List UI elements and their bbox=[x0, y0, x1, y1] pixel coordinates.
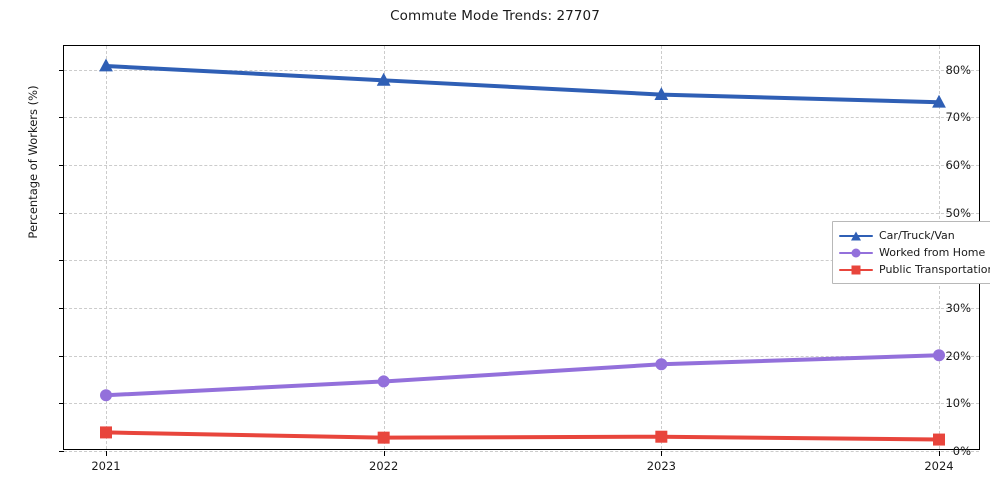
y-tick-mark bbox=[59, 451, 64, 452]
x-tick-mark bbox=[939, 451, 940, 456]
chart-legend[interactable]: Car/Truck/Van Worked from Home Public Tran… bbox=[832, 221, 990, 284]
data-point-marker bbox=[933, 349, 945, 362]
y-tick-mark bbox=[59, 165, 64, 167]
y-tick-mark bbox=[59, 260, 64, 262]
y-tick-label: 50% bbox=[945, 205, 971, 220]
legend-label: Worked from Home bbox=[879, 246, 986, 259]
y-tick-mark bbox=[59, 117, 64, 119]
data-point-marker bbox=[100, 426, 112, 439]
legend-swatch bbox=[839, 229, 873, 243]
y-axis-label: Percentage of Workers (%) bbox=[26, 85, 40, 239]
y-tick-mark bbox=[59, 69, 64, 71]
series-line bbox=[104, 430, 941, 442]
data-point-marker bbox=[933, 433, 945, 446]
gridline-vertical bbox=[106, 46, 107, 449]
y-tick-label: 60% bbox=[945, 158, 971, 173]
y-tick-label: 80% bbox=[945, 62, 971, 77]
legend-marker-triangle-icon bbox=[851, 231, 861, 240]
data-point-marker bbox=[100, 389, 112, 402]
legend-marker-circle-icon bbox=[851, 248, 861, 257]
legend-swatch bbox=[839, 263, 873, 277]
legend-item-public-transportation[interactable]: Public Transportation bbox=[839, 261, 990, 278]
y-tick-mark bbox=[59, 403, 64, 405]
y-tick-mark bbox=[59, 355, 64, 357]
data-point-marker bbox=[655, 430, 668, 443]
y-tick-label: 20% bbox=[945, 348, 971, 363]
y-tick-label: 70% bbox=[945, 110, 971, 125]
y-tick-label: 0% bbox=[952, 444, 971, 458]
data-point-marker bbox=[376, 72, 391, 86]
gridline-horizontal bbox=[64, 117, 979, 119]
gridline-vertical bbox=[661, 46, 663, 449]
gridline-horizontal bbox=[64, 69, 979, 71]
x-tick-label: 2023 bbox=[646, 459, 676, 473]
x-tick-label: 2022 bbox=[369, 459, 399, 473]
data-point-marker bbox=[377, 375, 390, 388]
legend-swatch bbox=[839, 246, 873, 260]
legend-label: Public Transportation bbox=[879, 263, 990, 276]
series-line bbox=[104, 353, 941, 398]
legend-label: Car/Truck/Van bbox=[879, 229, 955, 242]
y-tick-label: 10% bbox=[945, 396, 971, 411]
legend-marker-square-icon bbox=[851, 265, 861, 274]
y-tick-mark bbox=[59, 212, 64, 214]
data-point-marker bbox=[99, 58, 113, 72]
y-tick-mark bbox=[59, 308, 64, 310]
series-line bbox=[104, 64, 941, 105]
gridline-horizontal bbox=[64, 260, 979, 262]
plot-inner: 0%10%20%30%40%50%60%70%80% 2021202220232… bbox=[59, 46, 979, 473]
data-point-marker bbox=[655, 358, 668, 371]
gridline-vertical bbox=[383, 46, 385, 449]
x-tick-mark bbox=[661, 451, 663, 456]
gridline-horizontal bbox=[64, 212, 979, 214]
gridline-horizontal bbox=[64, 308, 979, 310]
legend-item-worked-from-home[interactable]: Worked from Home bbox=[839, 244, 990, 261]
gridline-horizontal bbox=[64, 165, 979, 167]
gridline-horizontal bbox=[64, 355, 979, 357]
x-tick-label: 2021 bbox=[91, 459, 121, 473]
data-point-marker bbox=[654, 87, 669, 100]
chart-title: Commute Mode Trends: 27707 bbox=[390, 8, 600, 24]
x-tick-mark bbox=[383, 451, 385, 456]
data-point-marker bbox=[932, 94, 946, 108]
data-point-marker bbox=[377, 431, 390, 444]
legend-item-car-truck-van[interactable]: Car/Truck/Van bbox=[839, 227, 990, 244]
series-layer bbox=[99, 58, 946, 446]
gridline-horizontal bbox=[64, 451, 979, 452]
x-tick-mark bbox=[106, 451, 107, 456]
y-tick-label: 30% bbox=[945, 301, 971, 316]
x-tick-label: 2024 bbox=[924, 459, 954, 473]
gridline-horizontal bbox=[64, 403, 979, 405]
plot-area: 0%10%20%30%40%50%60%70%80% 2021202220232… bbox=[59, 45, 980, 473]
